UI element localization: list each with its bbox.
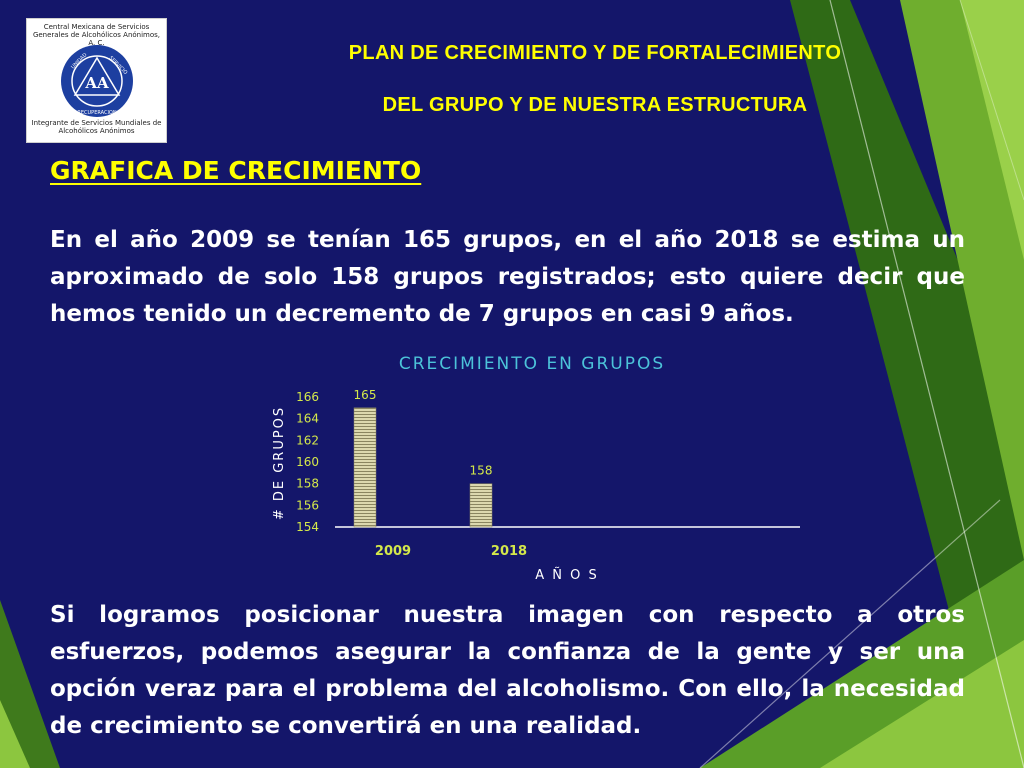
bar-2009 [353, 407, 377, 528]
aa-triangle-circle-icon: AA UNIDAD SERVICIO RECUPERACION [61, 45, 133, 117]
paragraph-intro: En el año 2009 se tenían 165 grupos, en … [50, 227, 965, 327]
chart-x-axis-label: A Ñ O S [535, 567, 599, 583]
logo-ring-word-3: RECUPERACION [77, 110, 116, 116]
chart-y-axis-label: # DE GRUPOS [272, 406, 287, 520]
bar-2018 [469, 483, 493, 528]
y-tick-label: 162 [296, 433, 319, 447]
logo-tagline: Integrante de Servicios Mundiales de Alc… [31, 119, 162, 135]
logo-aa-letters: AA [84, 74, 109, 92]
y-tick-label: 160 [296, 455, 319, 469]
y-tick-label: 166 [296, 390, 319, 404]
left-green-shape [0, 600, 60, 768]
aa-logo: Central Mexicana de Servicios Generales … [26, 18, 167, 143]
x-tick-label-2009: 2009 [375, 544, 411, 559]
y-tick-label: 164 [296, 412, 319, 426]
section-title: GRAFICA DE CRECIMIENTO [50, 156, 422, 185]
y-tick-label: 156 [296, 498, 319, 512]
paragraph-conclusion: Si logramos posicionar nuestra imagen co… [50, 602, 965, 739]
logo-org-name: Central Mexicana de Servicios Generales … [32, 23, 161, 47]
y-tick-label: 154 [296, 520, 319, 534]
growth-bar-chart: CRECIMIENTO EN GRUPOS # DE GRUPOS A Ñ O … [272, 354, 800, 583]
header-title-line-2: DEL GRUPO Y DE NUESTRA ESTRUCTURA [382, 94, 808, 116]
data-label-2009: 165 [354, 388, 377, 402]
right-green-band [790, 0, 1024, 768]
y-tick-label: 158 [296, 477, 319, 491]
chart-title: CRECIMIENTO EN GRUPOS [399, 354, 665, 374]
x-tick-label-2018: 2018 [491, 544, 527, 559]
header-title-line-1: PLAN DE CRECIMIENTO Y DE FORTALECIMIENTO [348, 42, 842, 64]
data-label-2018: 158 [470, 464, 493, 478]
